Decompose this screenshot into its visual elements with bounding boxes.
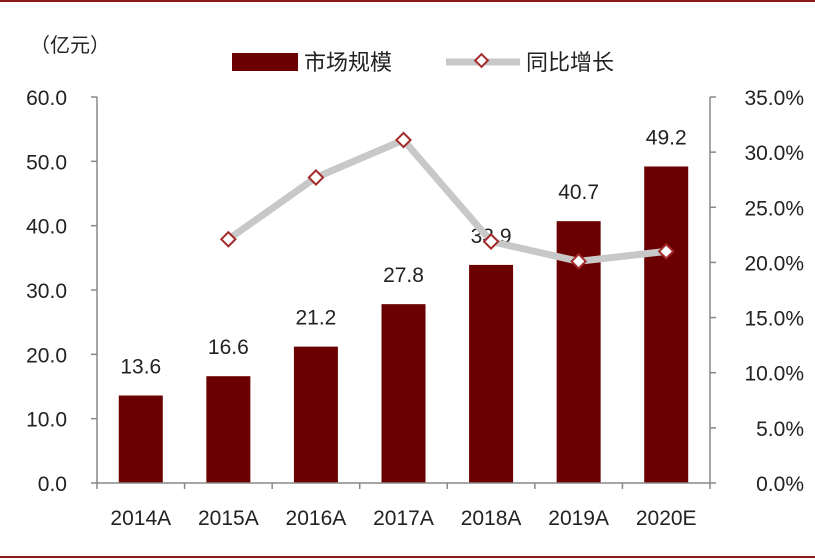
right-tick-label: 25.0% bbox=[744, 197, 804, 220]
legend-marker-line bbox=[473, 52, 490, 69]
right-tick-label: 20.0% bbox=[744, 252, 804, 275]
bar-value-label: 13.6 bbox=[120, 356, 161, 379]
x-tick-label: 2018A bbox=[461, 507, 522, 530]
right-tick-label: 5.0% bbox=[756, 418, 804, 441]
bar-2015A bbox=[206, 376, 251, 483]
x-tick-label: 2016A bbox=[286, 507, 347, 530]
right-tick-label: 35.0% bbox=[744, 87, 804, 110]
growth-line bbox=[226, 136, 667, 265]
x-tick-label: 2020E bbox=[636, 507, 697, 530]
right-tick-label: 30.0% bbox=[744, 142, 804, 165]
unit-label: （亿元） bbox=[30, 34, 110, 57]
bar-value-label: 49.2 bbox=[646, 126, 687, 149]
x-tick-label: 2015A bbox=[198, 507, 259, 530]
left-tick-label: 60.0 bbox=[26, 87, 67, 110]
legend-label-bar: 市场规模 bbox=[304, 50, 392, 75]
left-tick-label: 50.0 bbox=[26, 151, 67, 174]
bar-value-label: 21.2 bbox=[295, 307, 336, 330]
left-tick-label: 40.0 bbox=[26, 216, 67, 239]
x-tick-label: 2019A bbox=[548, 507, 609, 530]
left-tick-label: 20.0 bbox=[26, 344, 67, 367]
bar-2017A bbox=[381, 304, 426, 483]
left-tick-label: 10.0 bbox=[26, 409, 67, 432]
right-tick-label: 10.0% bbox=[744, 363, 804, 386]
bar-value-label: 16.6 bbox=[208, 336, 249, 359]
growth-marker-2016A bbox=[307, 169, 325, 186]
bar-2018A bbox=[469, 264, 514, 483]
growth-marker-2018A bbox=[482, 232, 500, 250]
bar-value-label: 40.7 bbox=[558, 181, 599, 204]
right-tick-label: 0.0% bbox=[756, 473, 804, 496]
right-tick-label: 15.0% bbox=[744, 308, 804, 331]
top-border bbox=[0, 0, 815, 2]
bar-2014A bbox=[118, 395, 163, 483]
x-tick-label: 2017A bbox=[373, 507, 434, 530]
legend-label-line: 同比增长 bbox=[526, 50, 614, 75]
growth-marker-2017A bbox=[395, 131, 412, 149]
bar-2020E bbox=[644, 166, 689, 484]
left-tick-label: 30.0 bbox=[26, 280, 67, 303]
left-tick-label: 0.0 bbox=[38, 473, 67, 496]
bar-value-label: 27.8 bbox=[383, 264, 424, 287]
growth-marker-2015A bbox=[219, 230, 237, 248]
bottom-border bbox=[0, 556, 815, 558]
growth-marker-2019A bbox=[570, 252, 588, 270]
growth-marker-2020E bbox=[657, 242, 675, 260]
bar-2016A bbox=[293, 346, 338, 483]
legend-swatch-bar bbox=[232, 53, 298, 71]
x-tick-label: 2014A bbox=[110, 507, 171, 530]
